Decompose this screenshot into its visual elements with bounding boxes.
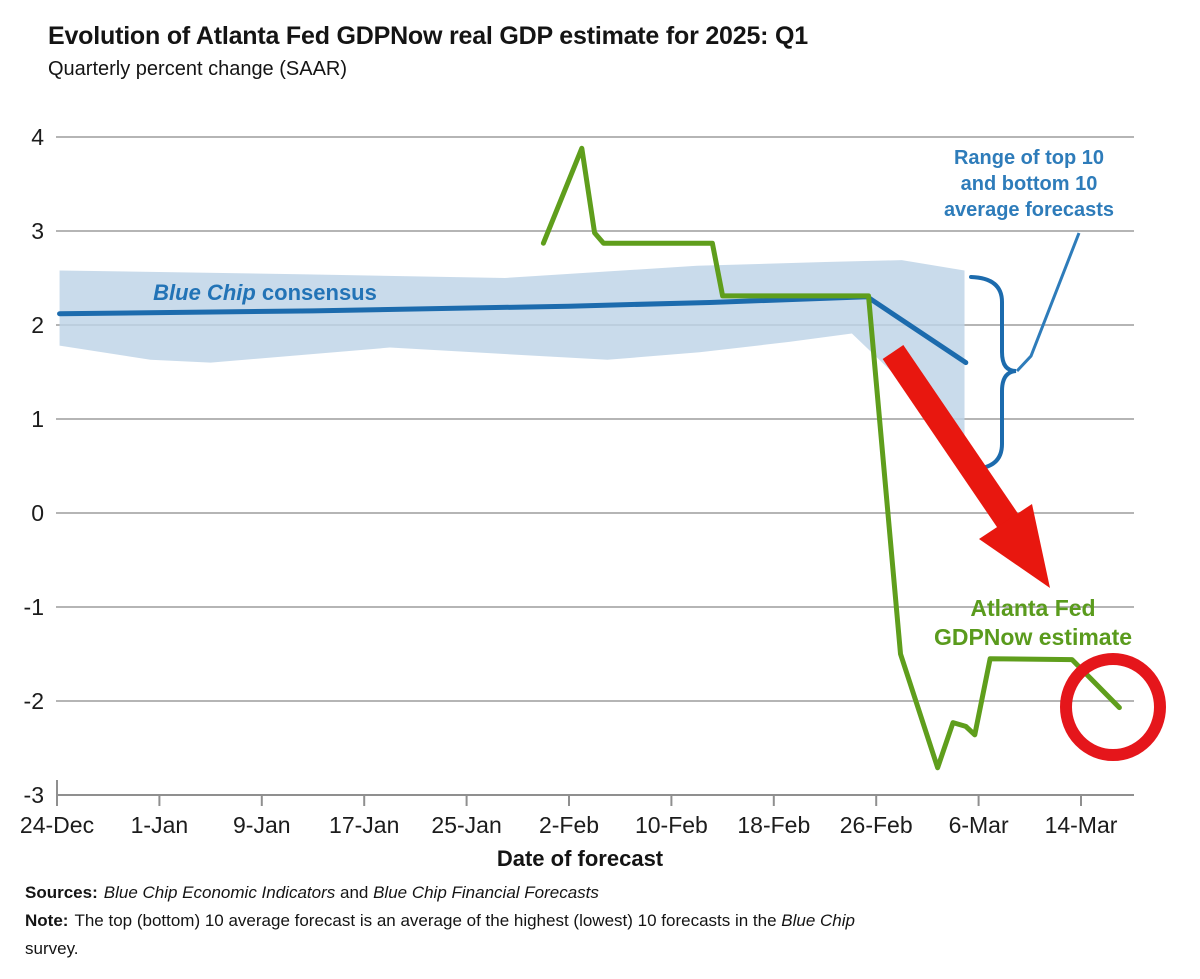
sources-and: and [335,883,374,902]
x-tick-label: 6-Mar [949,812,1009,838]
x-tick-label: 10-Feb [635,812,708,838]
range-label-line3: average forecasts [943,199,1115,221]
x-tick-label: 18-Feb [737,812,810,838]
gdpnow-line [540,145,1122,771]
footer-notes: Sources: Blue Chip Economic Indicators an… [25,879,1085,963]
red-arrow-head [979,504,1050,588]
red-circle [1060,653,1166,761]
range-brace [969,275,1017,471]
x-tick-label: 9-Jan [233,812,291,838]
gdpnow-label-line1: Atlanta Fed [970,595,1096,621]
y-tick-label: 0 [31,500,44,526]
y-tick-label: -3 [24,782,44,808]
sources-label: Sources: [25,883,98,902]
sources-line: Sources: Blue Chip Economic Indicators an… [25,879,1085,907]
note-italic: Blue Chip [781,911,855,930]
note-line: Note: The top (bottom) 10 average forecas… [25,907,1085,935]
y-tick-label: 4 [31,124,44,150]
page-title: Evolution of Atlanta Fed GDPNow real GDP… [48,22,808,50]
annotation-layer [882,232,1166,761]
blue-chip-consensus-label: Blue Chip consensus [142,280,388,306]
sources-title-1: Blue Chip Economic Indicators [103,883,336,902]
y-tick-label: 3 [31,218,44,244]
range-callout-line [1015,232,1081,373]
note-tail: survey. [25,939,79,958]
x-tick-label: 24-Dec [20,812,94,838]
blue-chip-consensus-italic: Blue Chip [153,280,256,305]
y-tick-label: -2 [24,688,44,714]
blue-chip-consensus-rest: consensus [255,280,377,305]
range-label-line1: Range of top 10 [953,147,1104,169]
y-tick-label: -1 [24,594,44,620]
blue-chip-line [57,294,969,366]
gdpnow-label: Atlanta Fed GDPNow estimate [900,594,1166,652]
x-tick-label: 14-Mar [1045,812,1118,838]
range-label-line2: and bottom 10 [960,173,1098,195]
y-tick-label: 2 [31,312,44,338]
chart-subtitle: Quarterly percent change (SAAR) [48,58,348,80]
x-axis-title: Date of forecast [496,846,664,871]
y-tick-label: 1 [31,406,44,432]
axis-layer: 4 3 2 1 0 -1 -2 -3 24-Dec 1-Jan 9-Jan 17-Jan 25-Jan 2… [20,124,1134,838]
gdpnow-label-line2: GDPNow estimate [933,624,1133,650]
sources-title-2: Blue Chip Financial Forecasts [373,883,599,902]
note-label: Note: [25,911,69,930]
x-tick-label: 2-Feb [539,812,599,838]
forecast-range-band [59,260,965,442]
x-tick-label: 17-Jan [329,812,399,838]
red-arrow-shaft [882,344,1021,532]
x-tick-label: 25-Jan [431,812,501,838]
note-text: The top (bottom) 10 average forecast is … [74,911,782,930]
x-tick-label: 1-Jan [131,812,189,838]
band-layer [59,260,965,442]
series-layer [57,145,1122,771]
range-label: Range of top 10 and bottom 10 average fo… [920,145,1138,223]
x-tick-label: 26-Feb [840,812,913,838]
